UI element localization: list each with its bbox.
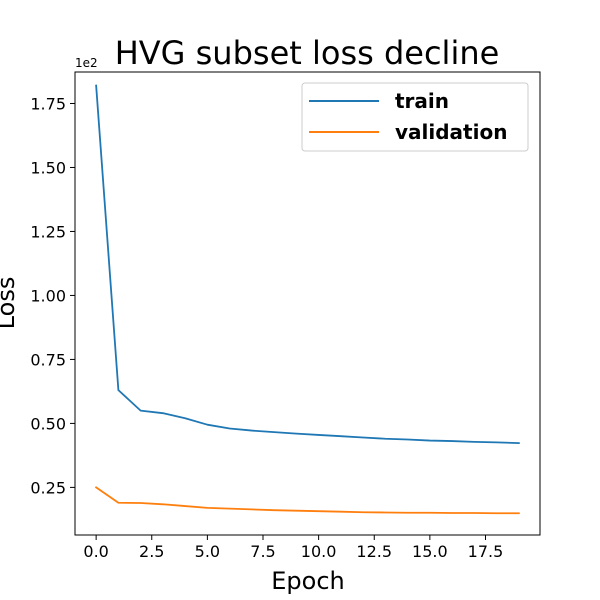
- y-tick-label: 0.75: [30, 350, 66, 369]
- y-tick-label: 1.00: [30, 286, 66, 305]
- x-axis-title: Epoch: [271, 567, 345, 595]
- x-tick-label: 2.5: [139, 542, 164, 561]
- y-tick-label: 1.75: [30, 94, 66, 113]
- y-axis: 0.25 0.50 0.75 1.00 1.25 1.50 1.75: [30, 94, 75, 497]
- y-tick-label: 0.25: [30, 478, 66, 497]
- legend-label-validation: validation: [395, 120, 507, 144]
- chart-title: HVG subset loss decline: [115, 34, 500, 72]
- y-axis-title: Loss: [0, 277, 20, 330]
- x-tick-label: 17.5: [468, 542, 504, 561]
- y-tick-label: 1.50: [30, 158, 66, 177]
- plot-frame: [74, 71, 541, 536]
- series-layer: [94, 84, 520, 515]
- x-tick-label: 15.0: [412, 542, 448, 561]
- y-tick-label: 0.50: [30, 414, 66, 433]
- plot-area: 0.0 2.5 5.0 7.5 10.0 12.5 15.0 17.5 0.25 0.50 0.7…: [30, 71, 541, 561]
- x-tick-label: 7.5: [250, 542, 275, 561]
- series-line-validation: [94, 486, 520, 515]
- y-offset-label: 1e2: [75, 56, 98, 70]
- x-tick-label: 10.0: [301, 542, 337, 561]
- x-axis: 0.0 2.5 5.0 7.5 10.0 12.5 15.0 17.5: [83, 535, 503, 561]
- x-tick-label: 12.5: [356, 542, 392, 561]
- y-tick-label: 1.25: [30, 222, 66, 241]
- x-tick-label: 0.0: [83, 542, 108, 561]
- series-line-train: [95, 84, 520, 445]
- legend-label-train: train: [395, 89, 449, 113]
- legend: train validation: [301, 82, 529, 152]
- x-tick-label: 5.0: [195, 542, 220, 561]
